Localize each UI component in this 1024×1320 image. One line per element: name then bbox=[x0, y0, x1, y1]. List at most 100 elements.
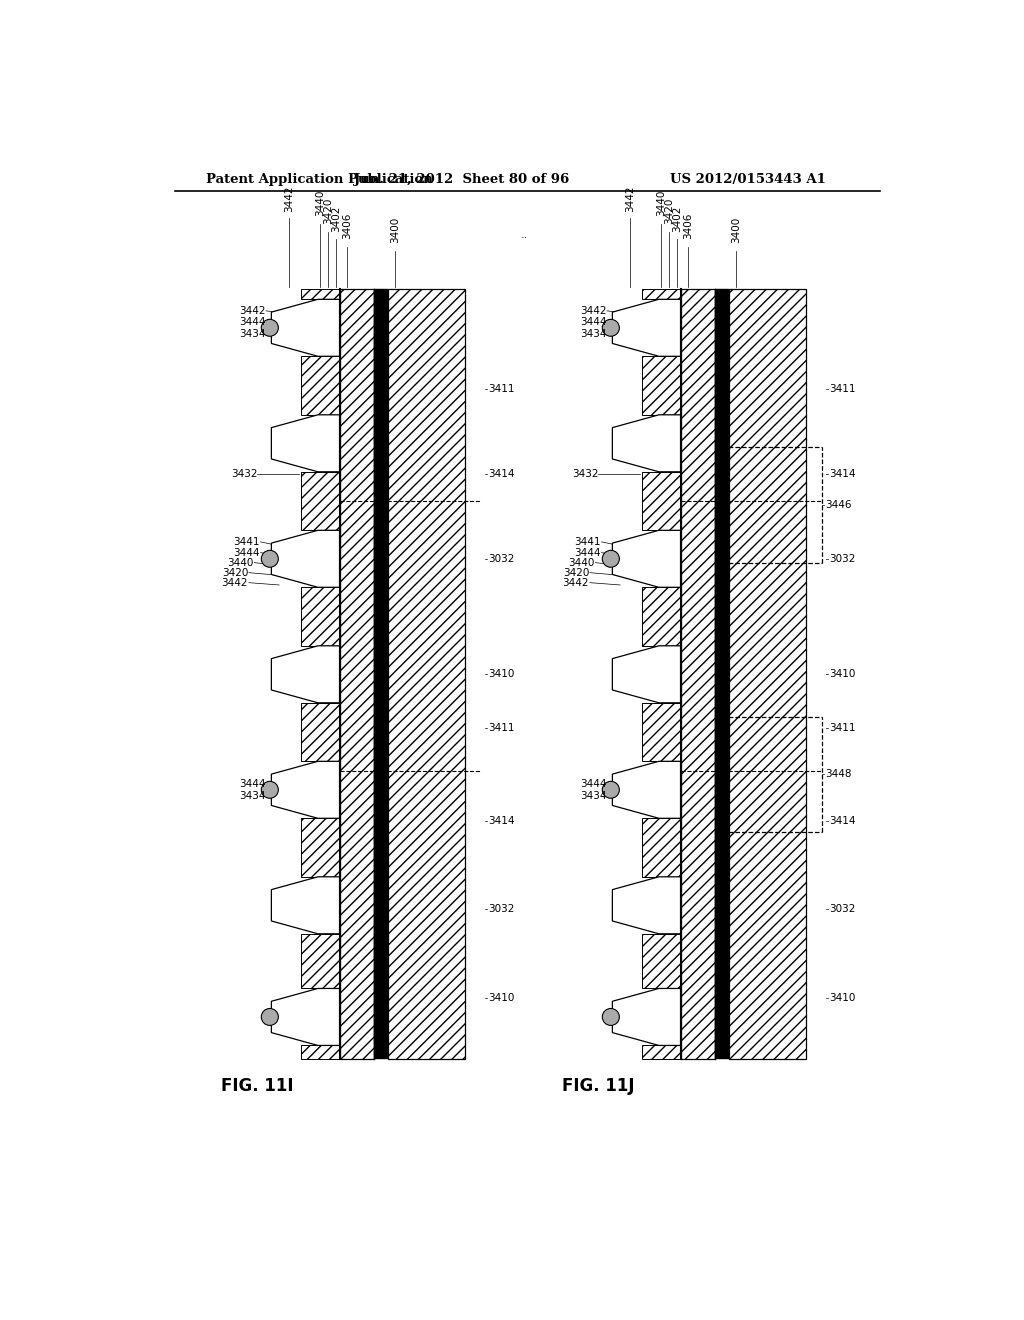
Text: 3410: 3410 bbox=[488, 993, 515, 1003]
Polygon shape bbox=[271, 645, 340, 702]
Polygon shape bbox=[612, 300, 681, 356]
Text: 3444: 3444 bbox=[239, 317, 265, 326]
Text: FIG. 11J: FIG. 11J bbox=[562, 1077, 635, 1096]
Text: 3434: 3434 bbox=[239, 329, 265, 339]
Text: 3440: 3440 bbox=[656, 190, 667, 216]
Bar bbox=[729, 289, 806, 1059]
Text: 3032: 3032 bbox=[488, 904, 515, 915]
Bar bbox=[642, 702, 681, 762]
Text: 3440: 3440 bbox=[315, 190, 326, 216]
Text: 3434: 3434 bbox=[239, 791, 265, 801]
Polygon shape bbox=[612, 762, 681, 818]
Polygon shape bbox=[612, 645, 681, 702]
Text: 3402: 3402 bbox=[672, 205, 682, 231]
Text: 3444: 3444 bbox=[233, 548, 260, 557]
Bar bbox=[388, 289, 465, 1059]
Text: 3442: 3442 bbox=[580, 306, 606, 315]
Text: FIG. 11I: FIG. 11I bbox=[221, 1077, 294, 1096]
Circle shape bbox=[602, 550, 620, 568]
Text: 3411: 3411 bbox=[829, 384, 856, 395]
Text: 3442: 3442 bbox=[239, 306, 265, 315]
Circle shape bbox=[261, 319, 279, 337]
Bar bbox=[301, 587, 340, 645]
Text: 3420: 3420 bbox=[563, 568, 589, 578]
Text: 3411: 3411 bbox=[488, 723, 515, 733]
Circle shape bbox=[602, 781, 620, 799]
Text: 3032: 3032 bbox=[488, 554, 515, 564]
Text: 3414: 3414 bbox=[829, 469, 856, 479]
Text: 3420: 3420 bbox=[664, 198, 674, 224]
Circle shape bbox=[602, 319, 620, 337]
Text: 3441: 3441 bbox=[233, 537, 260, 546]
Polygon shape bbox=[271, 531, 340, 587]
Text: 3434: 3434 bbox=[580, 329, 606, 339]
Text: 3032: 3032 bbox=[829, 904, 856, 915]
Text: 3442: 3442 bbox=[562, 578, 589, 587]
Text: 3432: 3432 bbox=[572, 469, 599, 479]
Circle shape bbox=[261, 781, 279, 799]
Circle shape bbox=[261, 1008, 279, 1026]
Polygon shape bbox=[612, 989, 681, 1045]
Bar bbox=[301, 702, 340, 762]
Text: 3414: 3414 bbox=[488, 816, 515, 825]
Text: 3444: 3444 bbox=[574, 548, 601, 557]
Text: 3032: 3032 bbox=[829, 554, 856, 564]
Bar bbox=[642, 818, 681, 876]
Text: ..: .. bbox=[521, 231, 528, 240]
Text: 3400: 3400 bbox=[390, 216, 400, 243]
Text: 3411: 3411 bbox=[829, 723, 856, 733]
Bar bbox=[301, 471, 340, 531]
Polygon shape bbox=[612, 876, 681, 933]
Bar bbox=[301, 933, 340, 989]
Text: 3444: 3444 bbox=[580, 317, 606, 326]
Text: 3414: 3414 bbox=[829, 816, 856, 825]
Bar bbox=[642, 289, 681, 300]
Polygon shape bbox=[612, 531, 681, 587]
Text: 3406: 3406 bbox=[342, 213, 352, 239]
Polygon shape bbox=[271, 300, 340, 356]
Text: 3402: 3402 bbox=[331, 205, 341, 231]
Text: 3420: 3420 bbox=[222, 568, 248, 578]
Text: 3410: 3410 bbox=[829, 993, 856, 1003]
Text: 3440: 3440 bbox=[227, 557, 254, 568]
Text: 3440: 3440 bbox=[568, 557, 595, 568]
Polygon shape bbox=[271, 762, 340, 818]
Bar bbox=[716, 289, 729, 1059]
Text: 3411: 3411 bbox=[488, 384, 515, 395]
Text: 3442: 3442 bbox=[285, 186, 294, 213]
Polygon shape bbox=[271, 414, 340, 471]
Text: 3410: 3410 bbox=[488, 669, 515, 680]
Bar bbox=[301, 356, 340, 414]
Bar bbox=[301, 1045, 340, 1059]
Polygon shape bbox=[271, 989, 340, 1045]
Bar bbox=[642, 471, 681, 531]
Bar bbox=[642, 1045, 681, 1059]
Text: Patent Application Publication: Patent Application Publication bbox=[206, 173, 432, 186]
Text: 3446: 3446 bbox=[825, 500, 852, 510]
Text: 3410: 3410 bbox=[829, 669, 856, 680]
Bar bbox=[642, 356, 681, 414]
Circle shape bbox=[261, 550, 279, 568]
Text: 3420: 3420 bbox=[323, 198, 333, 224]
Text: 3444: 3444 bbox=[580, 779, 606, 788]
Bar bbox=[375, 289, 388, 1059]
Text: Jun. 21, 2012  Sheet 80 of 96: Jun. 21, 2012 Sheet 80 of 96 bbox=[353, 173, 569, 186]
Bar bbox=[301, 289, 340, 300]
Text: 3414: 3414 bbox=[488, 469, 515, 479]
Text: 3432: 3432 bbox=[231, 469, 258, 479]
Bar bbox=[340, 289, 375, 1059]
Polygon shape bbox=[612, 414, 681, 471]
Text: 3400: 3400 bbox=[731, 216, 741, 243]
Text: 3441: 3441 bbox=[574, 537, 601, 546]
Text: 3442: 3442 bbox=[626, 186, 635, 213]
Circle shape bbox=[602, 1008, 620, 1026]
Text: 3442: 3442 bbox=[221, 578, 248, 587]
Polygon shape bbox=[271, 876, 340, 933]
Bar bbox=[642, 933, 681, 989]
Bar bbox=[301, 818, 340, 876]
Text: 3444: 3444 bbox=[239, 779, 265, 788]
Text: 3448: 3448 bbox=[825, 770, 852, 779]
Text: 3406: 3406 bbox=[683, 213, 693, 239]
Text: US 2012/0153443 A1: US 2012/0153443 A1 bbox=[671, 173, 826, 186]
Bar bbox=[642, 587, 681, 645]
